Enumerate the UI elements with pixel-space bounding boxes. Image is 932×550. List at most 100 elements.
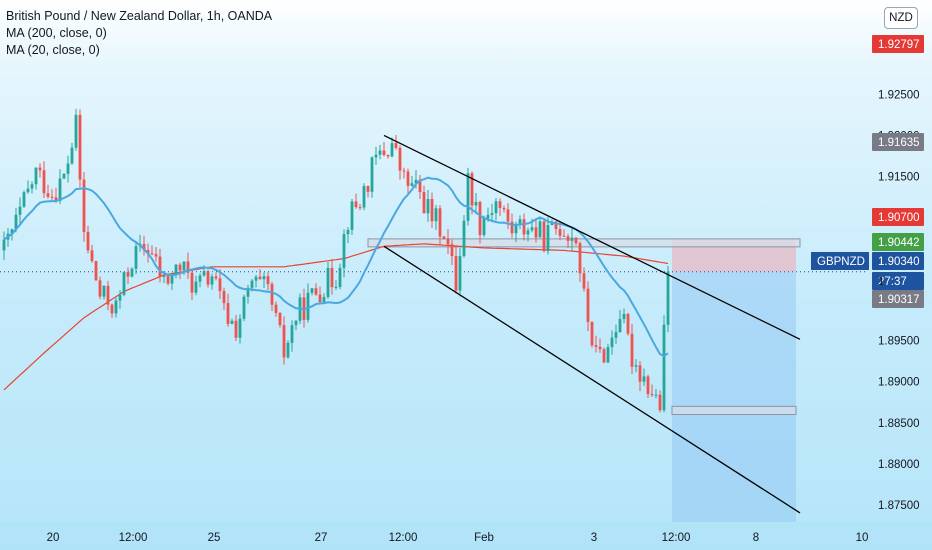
candle-body[interactable]	[146, 250, 150, 254]
candle-body[interactable]	[158, 256, 162, 277]
candle-body[interactable]	[234, 320, 238, 338]
candle-body[interactable]	[494, 201, 498, 214]
candle-body[interactable]	[282, 325, 286, 358]
candle-body[interactable]	[358, 207, 362, 209]
candle-body[interactable]	[530, 227, 534, 231]
candle-body[interactable]	[2, 239, 6, 251]
candle-body[interactable]	[202, 271, 206, 276]
candle-body[interactable]	[58, 178, 62, 202]
candle-body[interactable]	[382, 150, 386, 155]
candle-body[interactable]	[558, 229, 562, 236]
candle-body[interactable]	[310, 288, 314, 293]
candle-body[interactable]	[662, 324, 666, 411]
candle-body[interactable]	[618, 319, 622, 333]
candle-body[interactable]	[130, 268, 134, 277]
candle-body[interactable]	[486, 214, 490, 219]
candle-body[interactable]	[242, 296, 246, 319]
candle-body[interactable]	[118, 294, 122, 301]
candle-body[interactable]	[590, 321, 594, 346]
ma20-line[interactable]	[3, 176, 669, 358]
candle-body[interactable]	[62, 173, 66, 179]
candle-body[interactable]	[394, 143, 398, 148]
candle-body[interactable]	[34, 167, 38, 185]
candle-body[interactable]	[478, 201, 482, 236]
candle-body[interactable]	[594, 345, 598, 347]
candle-body[interactable]	[434, 208, 438, 222]
candle-body[interactable]	[566, 236, 570, 241]
candle-body[interactable]	[626, 313, 630, 334]
candle-body[interactable]	[338, 267, 342, 287]
candle-body[interactable]	[178, 264, 182, 271]
candle-body[interactable]	[622, 313, 626, 320]
candle-body[interactable]	[18, 206, 22, 215]
candle-body[interactable]	[414, 179, 418, 184]
candle-body[interactable]	[650, 394, 654, 396]
candle-body[interactable]	[574, 237, 578, 244]
candle-body[interactable]	[162, 275, 166, 277]
candle-body[interactable]	[422, 192, 426, 214]
candle-body[interactable]	[646, 376, 650, 395]
candle-body[interactable]	[522, 219, 526, 235]
candle-body[interactable]	[586, 288, 590, 322]
candle-body[interactable]	[314, 288, 318, 295]
candle-body[interactable]	[326, 267, 330, 297]
candle-body[interactable]	[470, 173, 474, 206]
candle-body[interactable]	[562, 235, 566, 237]
candle-body[interactable]	[238, 318, 242, 338]
candle-body[interactable]	[66, 163, 70, 174]
candle-body[interactable]	[74, 114, 78, 148]
channel-lower-line[interactable]	[383, 245, 801, 514]
candle-body[interactable]	[450, 244, 454, 257]
candle-body[interactable]	[538, 221, 542, 238]
candle-body[interactable]	[374, 154, 378, 158]
candle-body[interactable]	[246, 287, 250, 297]
candle-body[interactable]	[306, 292, 310, 320]
candle-body[interactable]	[94, 261, 98, 281]
candle-body[interactable]	[114, 300, 118, 314]
candle-body[interactable]	[614, 332, 618, 338]
candle-body[interactable]	[534, 227, 538, 238]
candle-body[interactable]	[398, 147, 402, 171]
candle-body[interactable]	[362, 186, 366, 208]
channel-upper-line[interactable]	[383, 134, 801, 340]
candle-body[interactable]	[294, 320, 298, 326]
candle-body[interactable]	[346, 229, 350, 235]
candle-body[interactable]	[190, 272, 194, 293]
candle-body[interactable]	[262, 276, 266, 280]
candle-body[interactable]	[150, 253, 154, 255]
candle-body[interactable]	[86, 232, 90, 251]
candle-body[interactable]	[258, 276, 262, 280]
candle-body[interactable]	[602, 349, 606, 363]
candle-body[interactable]	[90, 250, 94, 262]
candle-body[interactable]	[490, 213, 494, 215]
candle-body[interactable]	[322, 296, 326, 302]
candle-body[interactable]	[482, 218, 486, 236]
candle-body[interactable]	[222, 291, 226, 304]
ma200-line[interactable]	[3, 243, 669, 391]
candle-body[interactable]	[46, 193, 50, 197]
candle-body[interactable]	[26, 188, 30, 193]
candle-body[interactable]	[274, 304, 278, 313]
candle-body[interactable]	[330, 267, 334, 288]
candle-body[interactable]	[658, 394, 662, 411]
zone-rectangle[interactable]	[671, 405, 797, 416]
candle-body[interactable]	[598, 346, 602, 350]
candle-body[interactable]	[666, 271, 670, 325]
candle-body[interactable]	[22, 192, 26, 207]
candle-body[interactable]	[54, 197, 58, 202]
candle-body[interactable]	[106, 285, 110, 305]
candle-body[interactable]	[386, 154, 390, 157]
candle-body[interactable]	[10, 229, 14, 234]
candle-body[interactable]	[446, 238, 450, 245]
candle-body[interactable]	[230, 320, 234, 324]
candle-body[interactable]	[214, 276, 218, 279]
candle-body[interactable]	[342, 234, 346, 268]
candle-body[interactable]	[186, 261, 190, 273]
candle-body[interactable]	[198, 275, 202, 282]
candle-body[interactable]	[126, 272, 130, 277]
candle-body[interactable]	[506, 209, 510, 222]
candle-body[interactable]	[98, 280, 102, 297]
candle-body[interactable]	[14, 214, 18, 230]
candle-body[interactable]	[278, 312, 282, 326]
candle-body[interactable]	[630, 333, 634, 367]
